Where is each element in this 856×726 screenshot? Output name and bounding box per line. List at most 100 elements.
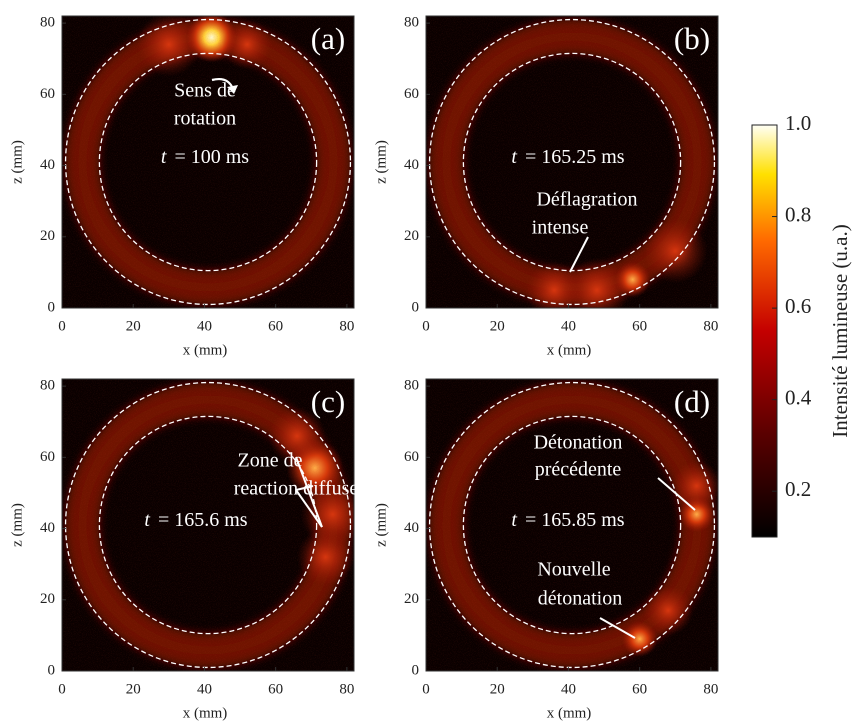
y-tick-label: 20: [40, 228, 55, 244]
rotation-arrowhead: [227, 85, 238, 94]
annotation: précédente: [535, 459, 622, 481]
colorbar-tick-label: 0.8: [785, 202, 811, 226]
colorbar: [751, 124, 778, 538]
y-tick-label: 20: [40, 591, 55, 607]
x-tick-label: 0: [422, 681, 430, 697]
annotation-pointer: [295, 485, 314, 491]
time-value: = 165.25 ms: [525, 146, 625, 168]
annotation-pointer: [295, 489, 323, 528]
y-tick-label: 20: [404, 591, 419, 607]
frame: [425, 378, 719, 672]
time-value: = 165.85 ms: [525, 509, 625, 531]
colorbar-tick-label: 0.4: [785, 385, 812, 409]
time-label: t = 100 ms: [161, 146, 249, 168]
x-tick-label: 40: [197, 318, 212, 334]
panel-label: (a): [311, 21, 345, 56]
y-tick-label: 40: [404, 520, 419, 536]
x-tick-label: 60: [268, 318, 283, 334]
frame: [61, 15, 355, 309]
x-tick-label: 80: [703, 681, 718, 697]
x-tick-label: 20: [490, 681, 505, 697]
x-tick-label: 80: [339, 318, 354, 334]
inner-boundary: [462, 52, 682, 272]
frame: [61, 378, 355, 672]
annotation-pointer: [295, 456, 323, 528]
noise: [62, 16, 354, 308]
panel: 0 20 40 60 80 0 20 40 60 80 x (mm) z (mm) (b) t = 165.…: [373, 15, 719, 358]
time-value: = 165.6 ms: [158, 509, 248, 531]
x-tick-label: 0: [422, 318, 430, 334]
outer-boundary: [64, 381, 352, 669]
colorbar-tick-label: 0.6: [785, 294, 811, 318]
noise: [426, 16, 718, 308]
time-symbol: t: [161, 146, 167, 168]
x-tick-label: 80: [703, 318, 718, 334]
y-tick-label: 60: [40, 86, 55, 102]
x-tick-label: 60: [268, 681, 283, 697]
annotation: Nouvelle: [537, 559, 610, 581]
colorbar-label: Intensité lumineuse (u.a.): [828, 224, 852, 437]
annotation: détonation: [538, 588, 622, 610]
annotation-pointer: [569, 236, 589, 273]
x-tick-label: 20: [490, 318, 505, 334]
annotation-pointer: [599, 617, 636, 639]
panel: 0 20 40 60 80 0 20 40 60 80 x (mm) z (mm) (c) t = 165.…: [9, 378, 359, 722]
time-label: t = 165.25 ms: [511, 146, 624, 168]
inner-boundary: [98, 52, 318, 272]
annotation: reaction diffuse: [234, 478, 359, 500]
inner-boundary: [462, 415, 682, 635]
time-symbol: t: [511, 146, 517, 168]
frame: [425, 15, 719, 309]
image: [62, 379, 354, 671]
panel-label: (b): [674, 21, 710, 56]
panel-label: (c): [311, 384, 345, 419]
time-symbol: t: [511, 509, 517, 531]
x-tick-label: 0: [58, 681, 66, 697]
time-value: = 100 ms: [174, 146, 249, 168]
x-tick-label: 20: [126, 318, 141, 334]
x-axis-label: x (mm): [547, 705, 592, 721]
x-axis-label: x (mm): [183, 705, 228, 721]
y-tick-label: 80: [404, 378, 419, 394]
image: [426, 379, 718, 671]
y-tick-label: 60: [404, 86, 419, 102]
y-tick-label: 60: [404, 449, 419, 465]
colorbar-tick-label: 0.2: [785, 477, 811, 501]
y-tick-label: 80: [404, 15, 419, 31]
annotation: Détonation: [534, 432, 623, 454]
y-tick-label: 80: [40, 378, 55, 394]
y-axis-label: z (mm): [9, 503, 25, 547]
x-tick-label: 80: [339, 681, 354, 697]
y-tick-label: 0: [412, 662, 420, 678]
annotation: intense: [532, 217, 589, 239]
image: [62, 16, 354, 308]
y-tick-label: 40: [40, 520, 55, 536]
outer-boundary: [64, 18, 352, 306]
x-tick-label: 40: [197, 681, 212, 697]
y-axis-label: z (mm): [373, 140, 389, 184]
annotation: Sens de: [174, 80, 236, 102]
annotation-pointer: [657, 477, 696, 511]
outer-boundary: [428, 381, 716, 669]
x-tick-label: 40: [561, 681, 576, 697]
y-tick-label: 60: [40, 449, 55, 465]
y-tick-label: 20: [404, 228, 419, 244]
noise: [62, 379, 354, 671]
y-tick-label: 80: [40, 15, 55, 31]
y-axis-label: z (mm): [9, 140, 25, 184]
annotation: Zone de: [238, 450, 303, 472]
y-tick-label: 0: [48, 299, 56, 315]
panel: 0 20 40 60 80 0 20 40 60 80 x (mm) z (mm) (d) t = 165.…: [373, 378, 719, 721]
annotation: rotation: [174, 108, 236, 130]
inner-boundary: [98, 415, 318, 635]
y-axis-label: z (mm): [373, 503, 389, 547]
panel: 0 20 40 60 80 0 20 40 60 80 x (mm) z (mm) (a) t = 100 …: [9, 15, 355, 358]
y-tick-label: 40: [40, 157, 55, 173]
panel-label: (d): [674, 384, 710, 419]
y-tick-label: 0: [48, 662, 56, 678]
time-label: t = 165.85 ms: [511, 509, 624, 531]
x-axis-label: x (mm): [547, 342, 592, 358]
x-tick-label: 0: [58, 318, 66, 334]
x-axis-label: x (mm): [183, 342, 228, 358]
